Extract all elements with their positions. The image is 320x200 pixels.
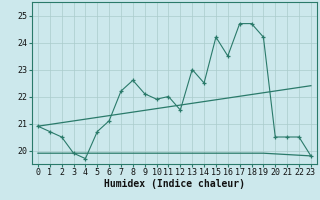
X-axis label: Humidex (Indice chaleur): Humidex (Indice chaleur): [104, 179, 245, 189]
